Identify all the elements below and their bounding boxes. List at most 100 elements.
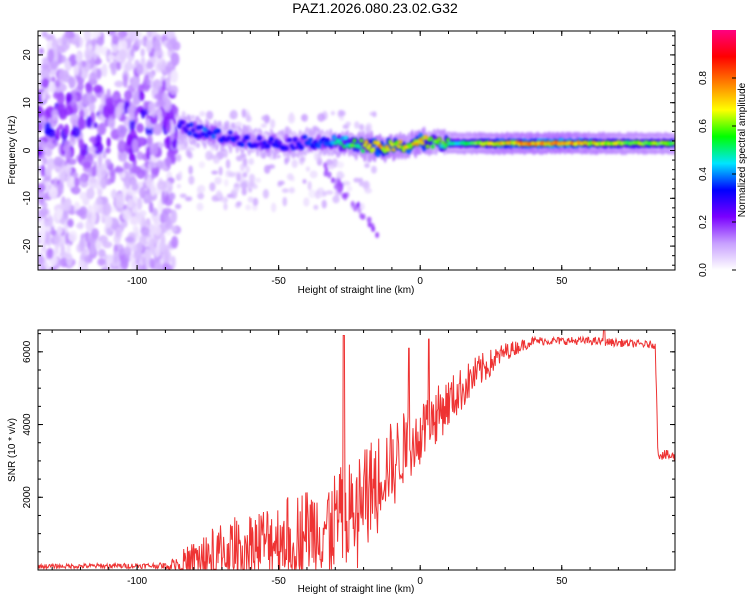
spectrogram-ridge-blob (362, 143, 367, 148)
spectrogram-blob (209, 182, 216, 192)
spectrogram-blob (111, 93, 120, 101)
spectrogram-blob (114, 166, 125, 173)
spectrogram-blob (77, 116, 85, 131)
spectrogram-blob (225, 159, 231, 169)
spectrogram-blob (211, 170, 219, 175)
spectrogram-blob (199, 110, 206, 117)
spectrogram-blob (44, 232, 49, 245)
spectrogram-ridge-blob (204, 133, 209, 138)
spectrogram-blob (305, 166, 311, 172)
spectrogram-ridge-blob (420, 140, 425, 146)
spectrogram-blob (38, 183, 46, 193)
spectrogram-blob (327, 172, 332, 179)
spectrogram-blob (350, 200, 355, 207)
spectrogram-blob (102, 241, 113, 249)
spectrogram-blob (165, 31, 176, 40)
spectrogram-blob (93, 84, 103, 94)
spectrogram-blob (229, 109, 238, 120)
spectrogram-blob (69, 31, 76, 39)
spectrogram-blob (325, 190, 334, 195)
spectrogram-ridge-blob (394, 140, 400, 145)
spectrogram-blob (215, 189, 222, 199)
spectrogram-blob (79, 238, 86, 252)
spectrogram-ridge-blob (445, 137, 451, 143)
spectrogram-blob (214, 176, 222, 185)
spectrogram-ridge-blob (299, 145, 305, 150)
colorbar-tick-label: 0.0 (698, 263, 709, 277)
spectrogram-blob (114, 106, 122, 120)
snr-y-axis-label: SNR (10 * v/v) (7, 418, 18, 482)
spectrogram-blob (129, 31, 139, 42)
spectrogram-blob (85, 116, 93, 128)
spectrogram-blob (152, 39, 162, 51)
spectrogram-ridge-blob (216, 128, 221, 134)
spectrogram-blob (119, 257, 129, 270)
spectrogram-blob (317, 113, 326, 122)
spectrogram-blob (62, 201, 68, 211)
spectrogram-blob (131, 138, 139, 153)
spectrogram-blob (40, 164, 46, 177)
spectrogram-blob (114, 226, 123, 239)
spectrogram-blob (102, 150, 107, 159)
spectrogram-ridge-blob (325, 138, 330, 144)
spectrogram-blob (136, 123, 144, 133)
spectrogram-blob (91, 165, 97, 178)
spectrogram-ridge-blob (391, 147, 396, 152)
spectrogram-blob (146, 31, 153, 39)
spectrogram-ridge-blob (177, 123, 182, 129)
spectrogram-blob (88, 101, 96, 113)
spectrogram-blob (81, 93, 92, 107)
spectrogram-blob (317, 193, 325, 198)
spectrogram-blob (110, 61, 117, 76)
spectrogram-blob (288, 187, 295, 194)
spectrogram-blob (332, 195, 340, 204)
spectrogram-blob (136, 241, 143, 253)
spectrogram-x-tick-label: 50 (556, 276, 568, 287)
spectrogram-blob (151, 87, 159, 95)
spectrogram-blob (60, 242, 65, 257)
spectrogram-ridge-blob (292, 137, 298, 142)
spectrogram-blob (339, 116, 345, 121)
spectrogram-blob (156, 180, 167, 191)
spectrogram-blob (95, 133, 102, 146)
chart-title: PAZ1.2026.080.23.02.G32 (292, 0, 458, 16)
spectrogram-blob (245, 204, 251, 211)
spectrogram-blob (44, 122, 52, 136)
spectrogram-blob (100, 163, 108, 178)
spectrogram-blob (241, 187, 247, 196)
spectrogram-ridge-blob (671, 140, 675, 146)
spectrogram-blob (149, 258, 155, 270)
snr-y-tick-label: 4000 (22, 413, 33, 436)
spectrogram-ridge-blob (382, 149, 388, 154)
spectrogram-blob (143, 100, 149, 110)
spectrogram-blob (336, 178, 341, 185)
spectrogram-blob (330, 177, 335, 184)
spectrogram-blob (57, 52, 63, 65)
spectrogram-blob (53, 233, 60, 245)
spectrogram-ridge-blob (284, 146, 289, 151)
spectrogram-blob (166, 61, 173, 74)
spectrogram-blob (252, 197, 259, 206)
spectrogram-blob (154, 245, 161, 258)
spectrogram-blob (117, 140, 127, 153)
spectrogram-blob (281, 188, 289, 193)
spectrogram-ridge-blob (430, 144, 435, 149)
spectrogram-ridge-blob (274, 139, 279, 144)
spectrogram-blobs (38, 31, 675, 270)
spectrogram-ridge-blob (437, 136, 442, 142)
spectrogram-blob (139, 234, 149, 246)
spectrogram-blob (120, 39, 128, 52)
snr-x-tick-label: -100 (127, 576, 147, 587)
spectrogram-blob (136, 197, 143, 211)
spectrogram-blob (114, 195, 125, 208)
spectrogram-blob (66, 148, 72, 160)
spectrogram-blob (154, 34, 162, 41)
spectrogram-y-tick-label: 0 (22, 147, 33, 153)
spectrogram-blob (57, 37, 64, 45)
spectrogram-blob (179, 193, 187, 199)
spectrogram-blob (127, 198, 133, 209)
spectrogram-blob (223, 179, 229, 187)
spectrogram-blob (57, 103, 65, 113)
spectrogram-ridge-blob (435, 140, 440, 146)
spectrogram-ridge-blob (196, 125, 201, 130)
